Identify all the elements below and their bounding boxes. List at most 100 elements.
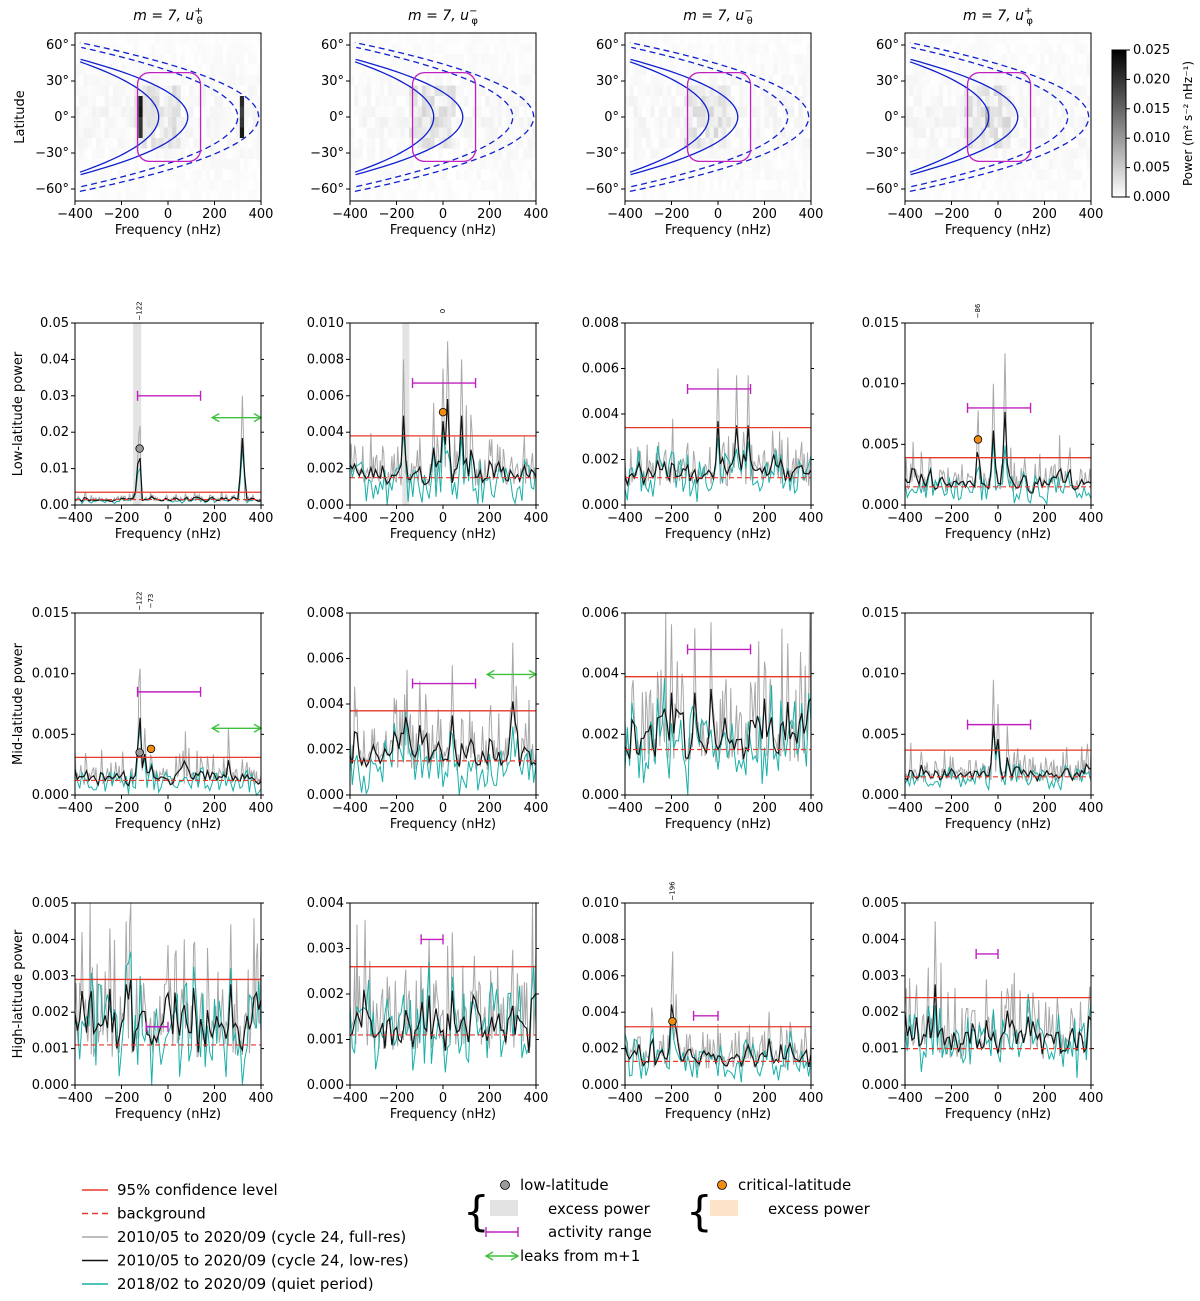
heatmap-cell [789,106,795,118]
heatmap-cell [1040,148,1045,160]
heatmap-cell [375,96,380,107]
heatmap-cell [909,96,914,107]
heatmap-cell [184,180,190,191]
heatmap-cell [1002,117,1007,128]
heatmap-cell [464,148,469,160]
heatmap-cell [252,127,258,139]
heatmap-cell [1002,180,1007,191]
heatmap-cell [646,117,651,128]
heatmap-cell [129,85,135,97]
heatmap-cell [409,148,414,160]
heatmap-cell [108,54,114,65]
heatmap-cell [485,180,490,191]
heatmap-cell [909,85,914,97]
heatmap-cell [972,138,978,149]
heatmap-cell [701,159,706,170]
heatmap-cell [383,159,389,170]
heatmap-cell [938,117,944,128]
heatmap-cell [413,117,418,128]
x-tick-label: 200 [477,207,502,222]
heatmap-cell [968,148,973,160]
heatmap-cell [168,190,173,202]
y-tick-label: 0.003 [862,969,899,984]
heatmap-cell [146,96,152,107]
heatmap-cell [142,43,148,55]
heatmap-cell [248,54,253,65]
heatmap-cell [531,190,537,202]
heatmap-cell [654,117,660,128]
heatmap-cell [100,96,105,107]
heatmap-cell [705,54,710,65]
heatmap-cell [696,159,702,170]
heatmap-cell [455,117,461,128]
x-tick-label: −200 [934,801,970,816]
heatmap-cell [396,190,402,202]
heatmap-cell [201,138,207,149]
heatmap-cell [633,127,638,139]
heatmap-cell [955,54,961,65]
heatmap-cell [1052,33,1058,44]
heatmap-cell [489,127,495,139]
heatmap-cell [1040,190,1045,202]
series-quiet-period [904,439,1092,506]
heatmap-cell [193,169,198,181]
heatmap-cell [756,64,761,76]
heatmap-cell [189,33,194,44]
heatmap-cell [96,43,101,55]
heatmap-cell [256,85,262,97]
heatmap-cell [1010,190,1016,202]
heatmap-cell [1006,96,1011,107]
heatmap-cell [146,85,152,97]
heatmap-cell [951,138,957,149]
heatmap-cell [138,106,143,118]
heatmap-cell [905,117,910,128]
heatmap-cell [163,148,169,160]
heatmap-cell [789,159,795,170]
heatmap-cell [1057,106,1062,118]
heatmap-cell [650,180,655,191]
heatmap-cell [1002,64,1007,76]
heatmap-cell [417,96,423,107]
heatmap-cell [972,127,978,139]
y-tick-label: 0.005 [862,437,899,452]
heatmap-cell [468,148,473,160]
heatmap-cell [938,180,944,191]
heatmap-cell [138,64,143,76]
heatmap-cell [671,33,677,44]
heatmap-cell [947,159,952,170]
heatmap-cell [125,169,131,181]
heatmap-cell [108,43,114,55]
heatmap-cell [426,169,431,181]
heatmap-cell [1082,180,1088,191]
x-tick-label: 400 [799,511,824,526]
heatmap-cell [777,75,782,86]
heatmap-cell [366,85,372,97]
heatmap-cell [459,54,465,65]
critical-latitude-marker [973,435,983,444]
heatmap-cell [1048,127,1054,139]
heatmap-cell [930,180,935,191]
heatmap-cell [146,159,152,170]
heatmap-cell [510,106,516,118]
heatmap-cell [641,190,647,202]
heatmap-cell [392,190,397,202]
y-tick-label: 0.004 [307,896,344,911]
heatmap-cell [409,106,414,118]
heatmap-cell [497,33,503,44]
heatmap-cell [83,75,88,86]
heatmap-cell [426,127,431,139]
heatmap-cell [981,117,986,128]
heatmap-cell [1031,64,1037,76]
heatmap-cell [108,180,114,191]
heatmap-cell [976,96,982,107]
heatmap-cell [481,159,486,170]
heatmap-cell [760,159,765,170]
heatmap-cell [709,33,715,44]
heatmap-cell [155,96,160,107]
heatmap-cell [83,138,88,149]
heatmap-cell [430,33,435,44]
heatmap-cell [350,180,355,191]
heatmap-cell [684,85,689,97]
heatmap-cell [396,117,402,128]
